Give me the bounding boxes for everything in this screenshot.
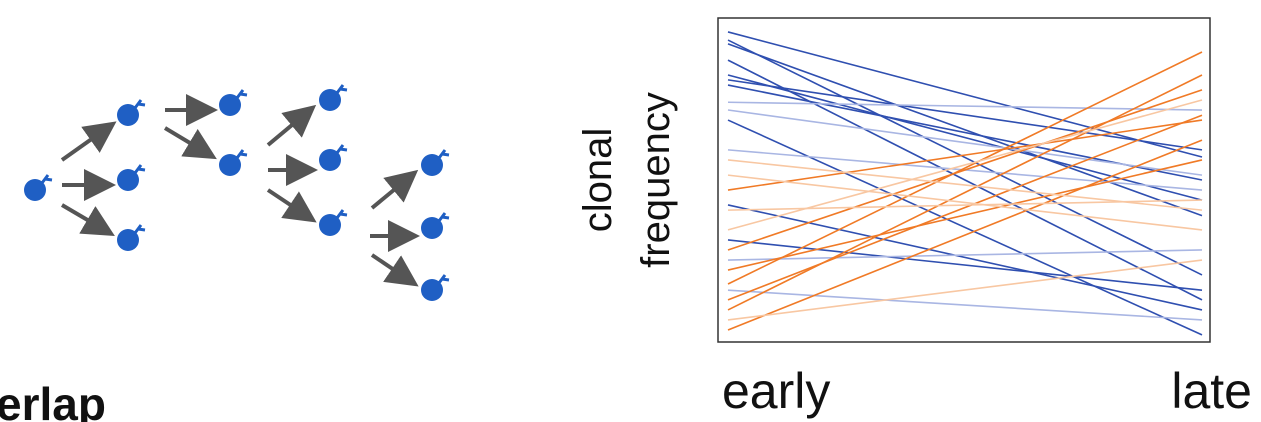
series-line: [728, 120, 1202, 335]
series-line: [728, 80, 1202, 150]
lineage-diagram: [62, 110, 412, 282]
x-tick-label: early: [722, 363, 830, 419]
x-tick-label: late: [1171, 363, 1252, 419]
series-line: [728, 90, 1202, 250]
series-line: [728, 40, 1202, 275]
figure: erlap clonalfrequency early late: [0, 0, 1261, 422]
series-line: [728, 200, 1202, 210]
series-line: [728, 240, 1202, 290]
heading: erlap: [0, 378, 106, 422]
series-line: [728, 160, 1202, 270]
cells: [24, 85, 449, 301]
series-line: [728, 260, 1202, 320]
series-line: [728, 75, 1202, 310]
series-line: [728, 250, 1202, 260]
series-line: [728, 102, 1202, 110]
